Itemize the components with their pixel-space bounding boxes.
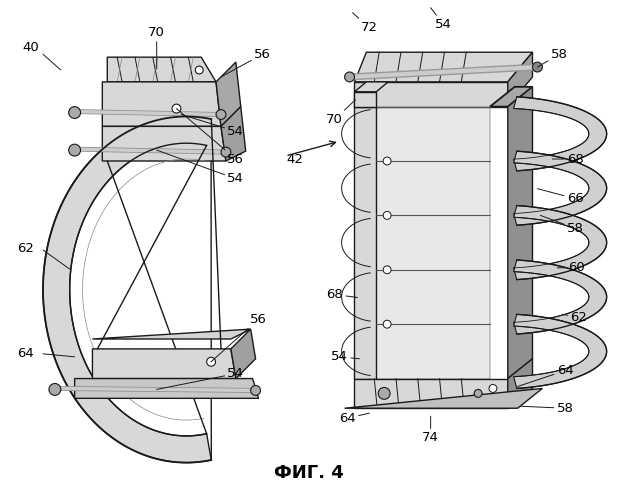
Circle shape [216, 110, 226, 120]
Polygon shape [514, 314, 607, 388]
Text: 54: 54 [331, 350, 360, 364]
Text: ФИГ. 4: ФИГ. 4 [274, 464, 344, 481]
Text: 42: 42 [287, 152, 303, 166]
Polygon shape [376, 106, 490, 378]
Text: 68: 68 [552, 152, 583, 166]
Circle shape [345, 72, 355, 82]
Text: 66: 66 [538, 188, 583, 205]
Circle shape [489, 384, 497, 392]
Circle shape [251, 386, 261, 396]
Polygon shape [93, 329, 251, 339]
Circle shape [378, 388, 390, 400]
Text: 58: 58 [538, 48, 567, 67]
Text: 62: 62 [17, 242, 33, 254]
Circle shape [383, 157, 391, 165]
Polygon shape [514, 97, 607, 171]
Circle shape [533, 62, 543, 72]
Circle shape [172, 104, 181, 113]
Polygon shape [75, 378, 258, 398]
Text: 56: 56 [221, 48, 271, 77]
Polygon shape [43, 116, 211, 463]
Text: 70: 70 [326, 100, 355, 126]
Circle shape [383, 266, 391, 274]
Text: 54: 54 [431, 8, 452, 31]
Polygon shape [231, 329, 256, 378]
Polygon shape [103, 82, 221, 126]
Text: 70: 70 [148, 26, 165, 69]
Polygon shape [514, 151, 607, 225]
Circle shape [69, 144, 80, 156]
Polygon shape [355, 82, 508, 106]
Circle shape [49, 384, 61, 396]
Text: 58: 58 [540, 216, 583, 234]
Text: 64: 64 [17, 348, 33, 360]
Polygon shape [508, 359, 533, 408]
Text: 40: 40 [23, 41, 40, 54]
Polygon shape [355, 52, 533, 82]
Text: 54: 54 [157, 367, 244, 390]
Polygon shape [508, 52, 533, 106]
Polygon shape [355, 92, 376, 106]
Polygon shape [490, 87, 533, 106]
Text: 58: 58 [520, 402, 574, 414]
Text: 60: 60 [557, 262, 585, 274]
Polygon shape [514, 260, 607, 334]
Polygon shape [221, 106, 246, 161]
Polygon shape [108, 57, 216, 82]
Circle shape [383, 212, 391, 220]
Polygon shape [355, 378, 508, 408]
Polygon shape [508, 87, 533, 378]
Text: 56: 56 [177, 108, 244, 166]
Text: 72: 72 [352, 12, 378, 34]
Text: 56: 56 [211, 312, 267, 362]
Circle shape [69, 106, 80, 118]
Polygon shape [93, 349, 236, 378]
Text: 54: 54 [157, 150, 244, 186]
Text: 64: 64 [518, 364, 574, 386]
Polygon shape [345, 388, 543, 408]
Circle shape [206, 358, 216, 366]
Polygon shape [355, 106, 376, 378]
Text: 74: 74 [422, 416, 439, 444]
Polygon shape [355, 82, 388, 92]
Text: 54: 54 [182, 114, 244, 138]
Circle shape [383, 320, 391, 328]
Text: 64: 64 [339, 412, 370, 424]
Polygon shape [216, 62, 241, 126]
Polygon shape [103, 126, 226, 161]
Text: 62: 62 [562, 310, 587, 324]
Circle shape [195, 66, 203, 74]
Circle shape [474, 390, 482, 398]
Text: 68: 68 [326, 288, 357, 301]
Polygon shape [514, 206, 607, 280]
Circle shape [221, 147, 231, 157]
Polygon shape [108, 82, 221, 94]
